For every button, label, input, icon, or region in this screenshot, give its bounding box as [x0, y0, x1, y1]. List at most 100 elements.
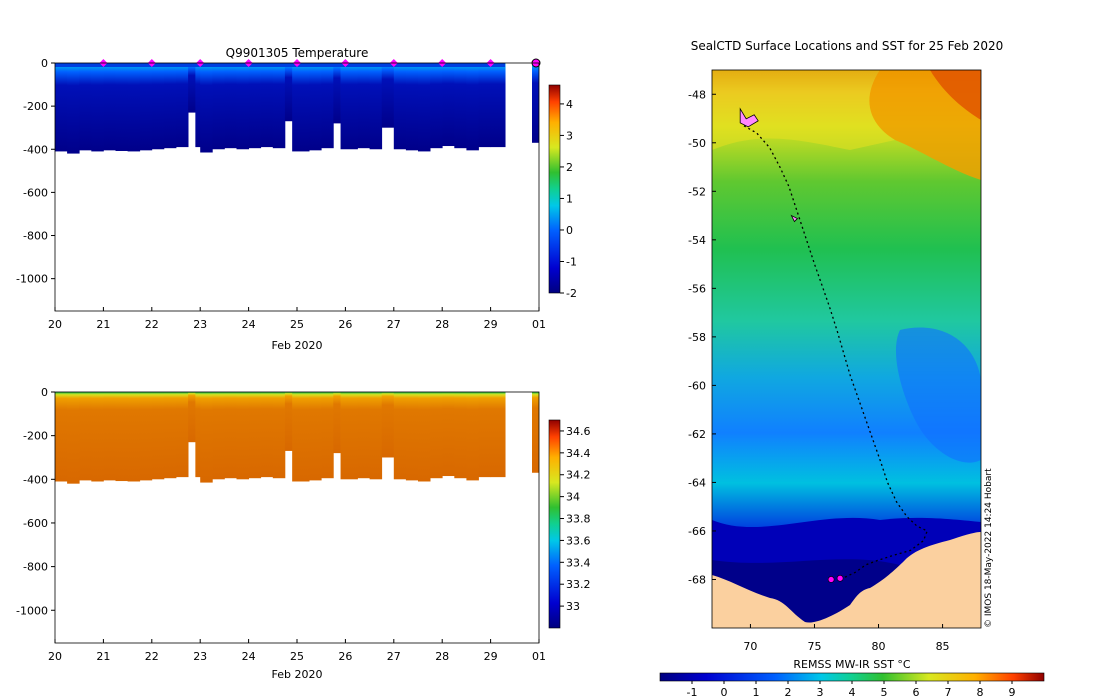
y-tick-label: -66: [688, 525, 706, 538]
x-tick-label: 24: [242, 650, 256, 663]
y-tick-label: -400: [23, 473, 48, 486]
salinity-colorbar-ticks: 33 33.2 33.4 33.6 33.8 34 34.2 34.4 34.6: [560, 425, 591, 613]
salinity-section-data: [55, 392, 539, 484]
seal-positions: [739, 107, 844, 583]
colorbar-tick-label: 0: [721, 686, 728, 699]
profile-column: [248, 392, 262, 479]
sst-colorbar-label: REMSS MW-IR SST °C: [793, 658, 911, 671]
profile-column: [79, 392, 92, 481]
y-tick-label: -60: [688, 379, 706, 392]
kerguelen-cluster: [739, 107, 759, 128]
sst-map-y-axis: -48 -50 -52 -54 -56 -58 -60 -62 -64 -66 -68: [688, 88, 716, 586]
profile-column: [490, 392, 506, 478]
profile-column: [284, 63, 293, 122]
profile-column: [405, 63, 419, 151]
colorbar-tick-label: 1: [753, 686, 760, 699]
temperature-y-axis: 0 -200 -400 -600 -800 -1000: [16, 57, 55, 286]
profile-column: [418, 392, 431, 482]
profile-column: [272, 63, 286, 149]
salinity-panel: 0-200-400-600-800-1000 20 21 22 23 24 25 26 27 2…: [16, 386, 590, 681]
colorbar-tick-label: 4: [566, 98, 573, 111]
profile-column: [454, 63, 467, 149]
sst-map-x-axis: 70 75 80 85: [743, 624, 950, 653]
x-tick-label: 23: [193, 318, 207, 331]
x-tick-label: 01: [532, 318, 546, 331]
sst-colorbar: [659, 672, 1045, 682]
y-tick-label: -68: [688, 573, 706, 586]
profile-column: [212, 392, 225, 480]
colorbar-tick-label: -1: [566, 255, 577, 268]
x-tick-label: 75: [807, 640, 821, 653]
colorbar-tick-label: 7: [945, 686, 952, 699]
profile-column: [200, 392, 213, 483]
colorbar-tick-label: 6: [913, 686, 920, 699]
colorbar-tick-label: 3: [817, 686, 824, 699]
x-tick-label: 28: [435, 650, 449, 663]
colorbar-tick-label: 34.4: [566, 447, 591, 460]
profile-column: [340, 392, 358, 480]
colorbar-tick-label: -1: [687, 686, 698, 699]
y-tick-label: -600: [23, 517, 48, 530]
seal-position-marker: [836, 574, 844, 582]
colorbar-tick-label: 33: [566, 600, 580, 613]
y-tick-label: -1000: [16, 273, 48, 286]
x-tick-label: 29: [484, 650, 498, 663]
colorbar-tick-label: 33.2: [566, 578, 591, 591]
profile-column: [532, 392, 539, 473]
profile-column: [188, 392, 196, 443]
profile-column: [381, 63, 395, 128]
colorbar-tick-label: 34: [566, 491, 580, 504]
temperature-panel: Q9901305 Temperature 0 -200 -400 -600 -800 -1…: [16, 46, 577, 352]
profile-column: [79, 63, 92, 151]
profile-column: [333, 63, 341, 124]
profile-column: [139, 63, 153, 151]
profile-column: [139, 392, 153, 481]
x-tick-label: 28: [435, 318, 449, 331]
y-tick-label: -800: [23, 230, 48, 243]
profile-column: [91, 63, 104, 152]
x-tick-label: 21: [96, 318, 110, 331]
y-tick-label: -800: [23, 561, 48, 574]
seal-track: [743, 125, 929, 579]
profile-column: [103, 63, 116, 151]
profile-column: [115, 392, 128, 482]
temperature-title: Q9901305 Temperature: [226, 46, 369, 60]
profile-column: [188, 63, 196, 113]
y-tick-label: 0: [41, 57, 48, 70]
y-tick-label: -200: [23, 100, 48, 113]
colorbar-tick-label: 2: [566, 161, 573, 174]
profile-column: [454, 392, 467, 479]
temperature-colorbar: [548, 84, 561, 294]
x-tick-label: 20: [48, 650, 62, 663]
profile-column: [151, 63, 165, 150]
y-tick-label: -48: [688, 88, 706, 101]
profile-column: [532, 63, 539, 143]
y-tick-label: -400: [23, 143, 48, 156]
y-tick-label: -52: [688, 185, 706, 198]
colorbar-tick-label: 9: [1009, 686, 1016, 699]
colorbar-tick-label: 5: [881, 686, 888, 699]
y-tick-label: -50: [688, 137, 706, 150]
x-tick-label: 25: [290, 318, 304, 331]
colorbar-tick-label: 0: [566, 224, 573, 237]
profile-column: [200, 63, 213, 153]
colorbar-tick-label: 8: [977, 686, 984, 699]
profile-column: [260, 392, 274, 478]
profile-column: [284, 392, 293, 451]
y-tick-label: -600: [23, 186, 48, 199]
profile-column: [115, 63, 128, 151]
profile-column: [292, 63, 310, 152]
profile-column: [236, 63, 249, 150]
x-tick-label: 01: [532, 650, 546, 663]
profile-column: [357, 392, 370, 479]
profile-column: [369, 392, 383, 480]
profile-column: [442, 392, 455, 477]
profile-column: [67, 63, 80, 154]
profile-column: [393, 392, 407, 480]
x-tick-label: 27: [387, 318, 401, 331]
profile-column: [163, 392, 177, 479]
profile-column: [195, 392, 201, 478]
colorbar-tick-label: 2: [785, 686, 792, 699]
profile-column: [490, 63, 506, 148]
